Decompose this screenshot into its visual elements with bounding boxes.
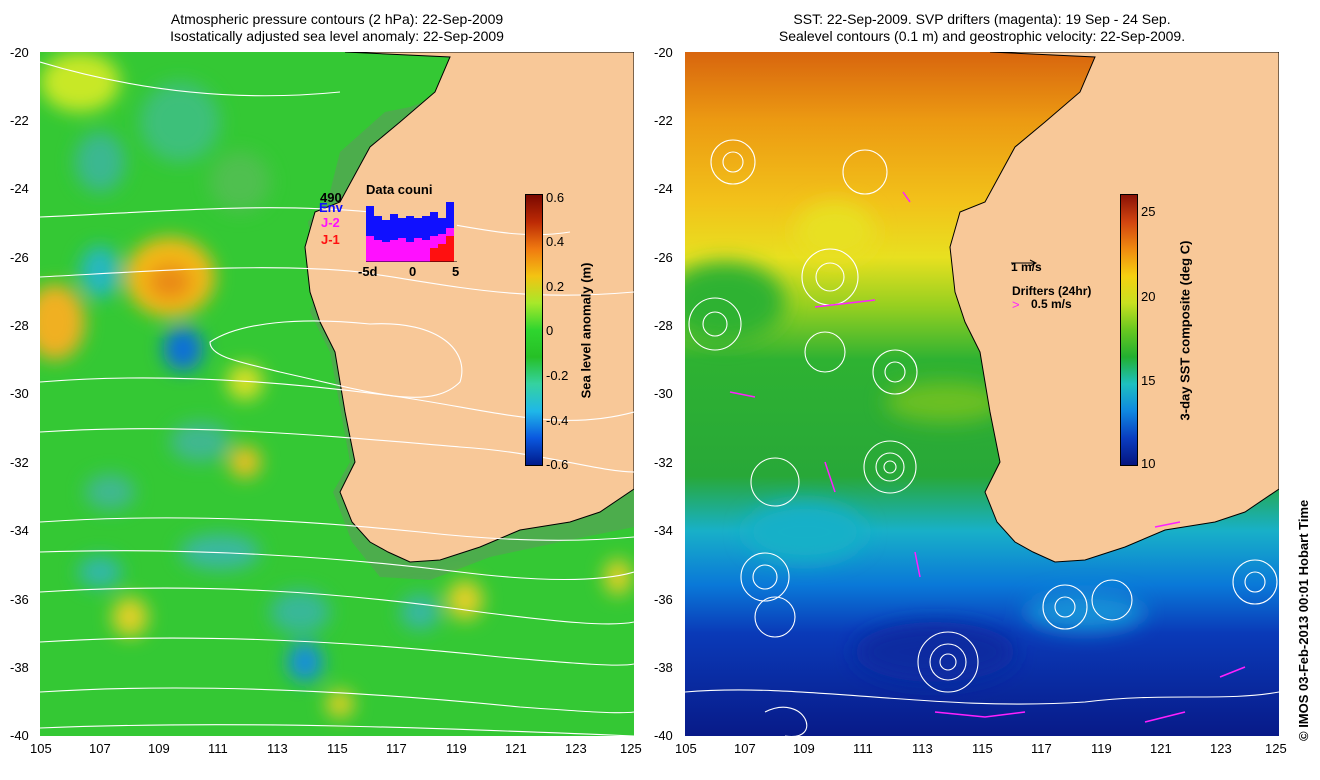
lat-tick: -28 bbox=[654, 318, 673, 333]
imos-credit: © IMOS 03-Feb-2013 00:01 Hobart Time bbox=[1296, 499, 1311, 741]
lon-tick: 119 bbox=[446, 741, 467, 756]
lon-tick: 105 bbox=[675, 741, 697, 756]
sstcb-tick-25: 25 bbox=[1141, 204, 1156, 219]
lat-tick: -30 bbox=[10, 386, 29, 401]
lat-tick: -28 bbox=[10, 318, 29, 333]
lat-tick: -26 bbox=[654, 250, 673, 265]
lon-tick: 125 bbox=[620, 741, 642, 756]
lon-tick: 107 bbox=[734, 741, 756, 756]
lon-tick: 123 bbox=[1210, 741, 1232, 756]
lon-tick: 119 bbox=[1091, 741, 1112, 756]
sst-map: 1 m/s Drifters (24hr) > 0.5 m/s bbox=[685, 52, 1279, 736]
left-map-title: Atmospheric pressure contours (2 hPa): 2… bbox=[40, 11, 634, 45]
lat-tick: -38 bbox=[10, 660, 29, 675]
lat-tick: -38 bbox=[654, 660, 673, 675]
lat-tick: -24 bbox=[10, 181, 29, 196]
lon-tick: 115 bbox=[972, 741, 993, 756]
left-title-line-1: Atmospheric pressure contours (2 hPa): 2… bbox=[170, 11, 504, 27]
sea-level-anomaly-map: 490 Data couni Env J-2 J-1 -5d 0 5 bbox=[40, 52, 634, 736]
lon-tick: 125 bbox=[1265, 741, 1287, 756]
lon-tick: 107 bbox=[89, 741, 111, 756]
inset-xtick-5: 5 bbox=[452, 264, 460, 279]
slcb-tick-4: -0.2 bbox=[546, 368, 569, 383]
lon-tick: 115 bbox=[327, 741, 348, 756]
sea-level-colorbar bbox=[525, 194, 543, 466]
left-title-line-2: Isostatically adjusted sea level anomaly… bbox=[170, 28, 504, 44]
inset-legend-j1: J-1 bbox=[321, 232, 340, 247]
lon-tick: 121 bbox=[505, 741, 527, 756]
lon-tick: 109 bbox=[793, 741, 815, 756]
lon-tick: 121 bbox=[1150, 741, 1172, 756]
lat-tick: -40 bbox=[10, 728, 29, 743]
sst-colorbar bbox=[1120, 194, 1138, 466]
sstcb-tick-20: 20 bbox=[1141, 289, 1156, 304]
lat-tick: -32 bbox=[10, 455, 29, 470]
right-map-title: SST: 22-Sep-2009. SVP drifters (magenta)… bbox=[685, 11, 1279, 45]
lat-tick: -36 bbox=[654, 592, 673, 607]
lat-tick: -20 bbox=[10, 45, 29, 60]
lat-tick: -32 bbox=[654, 455, 673, 470]
right-title-line-2: Sealevel contours (0.1 m) and geostrophi… bbox=[778, 28, 1186, 44]
sea-level-colorbar-label: Sea level anomaly (m) bbox=[578, 262, 594, 399]
lon-tick: 113 bbox=[267, 741, 288, 756]
slcb-tick-0: 0.6 bbox=[546, 190, 565, 205]
lon-tick: 117 bbox=[386, 741, 407, 756]
lon-tick: 105 bbox=[30, 741, 52, 756]
lat-tick: -30 bbox=[654, 386, 673, 401]
inset-count: 490 bbox=[320, 190, 342, 205]
lat-tick: -20 bbox=[654, 45, 673, 60]
lat-tick: -34 bbox=[654, 523, 673, 538]
slcb-tick-2: 0.2 bbox=[546, 279, 565, 294]
lat-tick: -24 bbox=[654, 181, 673, 196]
lon-tick: 111 bbox=[853, 741, 873, 756]
slcb-tick-1: 0.4 bbox=[546, 234, 565, 249]
inset-title: Data couni bbox=[366, 182, 433, 197]
data-count-inset-chart bbox=[366, 198, 457, 262]
lon-tick: 111 bbox=[208, 741, 228, 756]
inset-legend-env: Env bbox=[319, 200, 343, 215]
slcb-tick-3: 0 bbox=[546, 323, 554, 338]
slcb-tick-6: -0.6 bbox=[546, 457, 569, 472]
lon-tick: 123 bbox=[565, 741, 587, 756]
sea-level-anomaly-canvas bbox=[40, 52, 634, 736]
lat-tick: -26 bbox=[10, 250, 29, 265]
lon-tick: 109 bbox=[148, 741, 170, 756]
sst-colorbar-label: 3-day SST composite (deg C) bbox=[1177, 240, 1193, 421]
lat-tick: -34 bbox=[10, 523, 29, 538]
sst-canvas bbox=[685, 52, 1279, 736]
slcb-tick-5: -0.4 bbox=[546, 413, 569, 428]
lon-tick: 117 bbox=[1031, 741, 1052, 756]
sstcb-tick-10: 10 bbox=[1141, 456, 1156, 471]
sstcb-tick-15: 15 bbox=[1141, 373, 1156, 388]
right-title-line-1: SST: 22-Sep-2009. SVP drifters (magenta)… bbox=[793, 11, 1171, 27]
lat-tick: -22 bbox=[654, 113, 673, 128]
drifter-scale-label: 0.5 m/s bbox=[1031, 297, 1072, 311]
lat-tick: -40 bbox=[654, 728, 673, 743]
velocity-scale-label: 1 m/s bbox=[1011, 260, 1042, 274]
lat-tick: -22 bbox=[10, 113, 29, 128]
lon-tick: 113 bbox=[912, 741, 933, 756]
inset-legend-j2: J-2 bbox=[321, 215, 340, 230]
lat-tick: -36 bbox=[10, 592, 29, 607]
inset-xtick-0: 0 bbox=[409, 264, 417, 279]
inset-xtick-minus5d: -5d bbox=[358, 264, 378, 279]
drifter-arrow-icon: > bbox=[1012, 297, 1020, 312]
drifters-legend-title: Drifters (24hr) bbox=[1012, 284, 1092, 298]
